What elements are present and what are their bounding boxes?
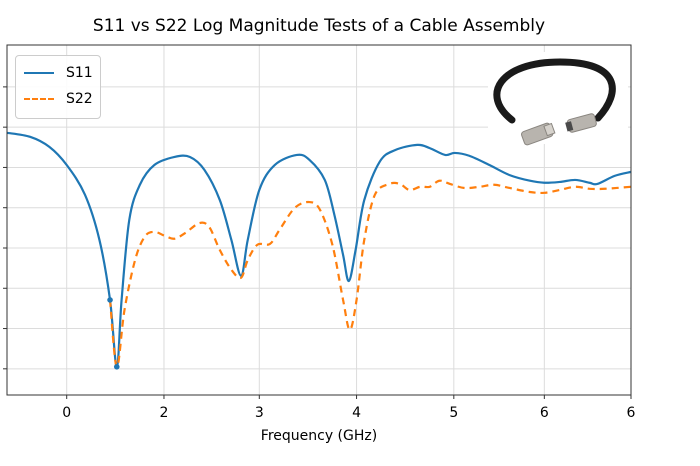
x-tick-label: 3 <box>255 405 264 421</box>
x-axis-label: Frequency (GHz) <box>260 428 378 444</box>
axis-ticks: 0 2 3 4 5 6 6 <box>3 86 636 421</box>
markers <box>107 297 120 370</box>
legend-swatch-s22 <box>24 98 54 100</box>
series-lines <box>6 131 632 368</box>
axes-frame <box>6 44 632 396</box>
legend-swatch-s11 <box>24 72 54 74</box>
x-tick-label: 5 <box>449 405 458 421</box>
x-tick-label: 0 <box>62 405 71 421</box>
x-tick-label: 6 <box>540 405 549 421</box>
x-tick-label: 4 <box>352 405 361 421</box>
legend-item-s11: S11 <box>24 63 93 83</box>
chart-title: S11 vs S22 Log Magnitude Tests of a Cabl… <box>92 16 546 36</box>
x-tick-label: 2 <box>160 405 169 421</box>
x-tick-label: 6 <box>627 405 636 421</box>
legend-label-s11: S11 <box>66 65 93 81</box>
legend: S11 S22 <box>15 55 101 119</box>
legend-item-s22: S22 <box>24 89 93 109</box>
cable-assembly-image <box>488 52 628 146</box>
data-marker <box>107 297 113 303</box>
legend-label-s22: S22 <box>66 91 93 107</box>
series-line-s11 <box>6 131 632 368</box>
data-marker <box>113 364 120 370</box>
series-line-s22 <box>108 179 632 368</box>
